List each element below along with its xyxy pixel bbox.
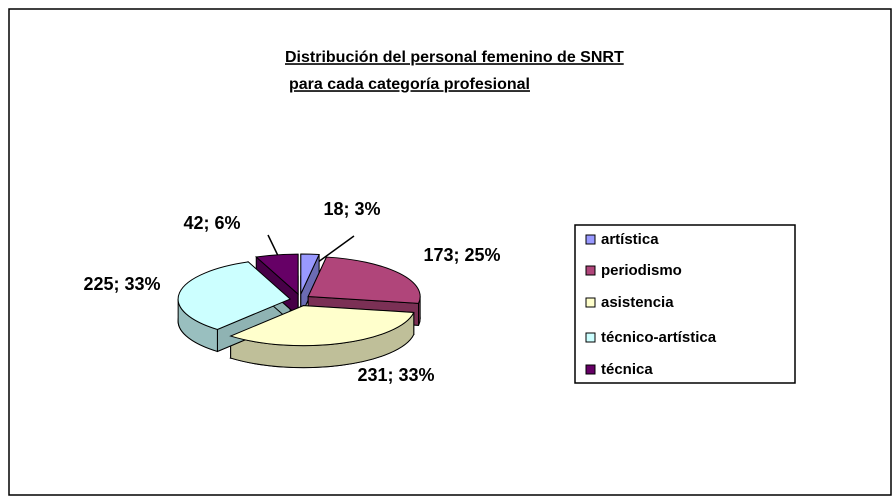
leader-line — [313, 235, 355, 266]
legend-swatch — [585, 234, 596, 245]
legend-label: técnico-artística — [601, 329, 717, 346]
pie-slice — [255, 253, 299, 296]
legend-box — [574, 224, 796, 384]
legend-swatch — [585, 332, 596, 343]
legend-label: técnica — [601, 361, 653, 378]
legend-label: artística — [601, 231, 659, 248]
legend-label: asistencia — [601, 294, 674, 311]
data-label: 173; 25% — [423, 245, 500, 265]
legend-swatch — [585, 265, 596, 276]
pie-slice — [177, 261, 292, 330]
legend-swatch — [585, 297, 596, 308]
data-label: 18; 3% — [323, 199, 380, 219]
legend-swatch — [585, 364, 596, 375]
pie-slice — [307, 256, 421, 304]
pie-slice — [229, 305, 415, 347]
legend-label: periodismo — [601, 262, 682, 279]
data-label: 231; 33% — [357, 365, 434, 385]
chart-title: para cada categoría profesional — [289, 76, 530, 93]
data-label: 225; 33% — [83, 274, 160, 294]
data-label: 42; 6% — [183, 213, 240, 233]
chart-title: Distribución del personal femenino de SN… — [285, 49, 624, 66]
pie-slice — [300, 253, 320, 295]
